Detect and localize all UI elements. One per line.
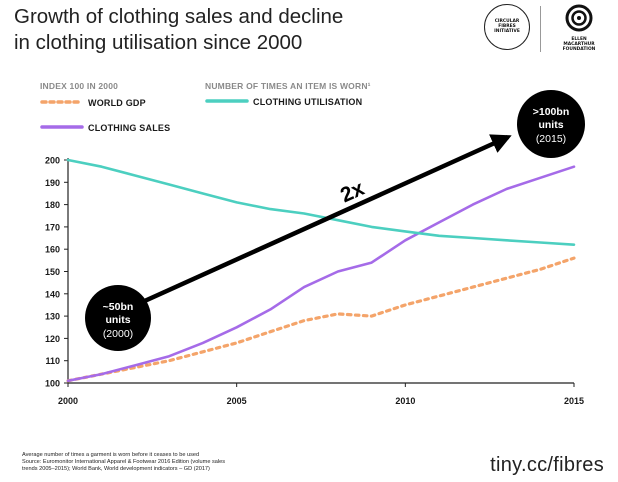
y-tick-label: 130 xyxy=(45,312,60,322)
chart-title-line-1: Growth of clothing sales and decline xyxy=(14,5,344,28)
chart-title-line-2: in clothing utilisation since 2000 xyxy=(14,31,303,54)
source-url[interactable]: tiny.cc/fibres xyxy=(490,454,604,476)
end-bubble-unit: units xyxy=(538,119,563,131)
x-tick-label: 2005 xyxy=(227,396,247,406)
chart-title: Growth of clothing sales and decline in … xyxy=(14,4,454,56)
start-bubble: ~50bn units (2000) xyxy=(85,285,151,351)
footnote: Average number of times a garment is wor… xyxy=(22,452,322,473)
y-tick-label: 190 xyxy=(45,178,60,188)
y-tick-label: 180 xyxy=(45,200,60,210)
y-tick-label: 200 xyxy=(45,156,60,166)
emf-logo-text-1: ELLEN xyxy=(571,37,587,42)
circular-fibres-initiative-logo: CIRCULAR FIBRES INITIATIVE xyxy=(484,4,530,50)
start-bubble-value: ~50bn xyxy=(103,301,134,313)
y-tick-label: 110 xyxy=(45,356,60,366)
logo-divider xyxy=(540,6,541,52)
start-bubble-year: (2000) xyxy=(103,328,133,340)
y-tick-label: 170 xyxy=(45,222,60,232)
series-line-world-gdp xyxy=(66,256,576,383)
x-tick-label: 2000 xyxy=(58,396,78,406)
series-line-clothing-sales xyxy=(66,165,576,383)
emf-logo-text-2: MACARTHUR xyxy=(563,42,595,47)
y-tick-label: 150 xyxy=(45,267,60,277)
x-tick-label: 2010 xyxy=(395,396,415,406)
emf-logo-text-3: FOUNDATION xyxy=(562,47,596,52)
start-bubble-unit: units xyxy=(105,314,130,326)
end-bubble-year: (2015) xyxy=(536,133,566,145)
cfi-logo-text-2: FIBRES xyxy=(498,24,516,29)
ellen-macarthur-foundation-logo: ELLEN MACARTHUR FOUNDATION xyxy=(554,4,604,54)
series-line-clothing-utilisation xyxy=(66,158,576,246)
footnote-line-2: Source: Euromonitor International Appare… xyxy=(22,459,226,465)
legend-heading-index: INDEX 100 IN 2000 xyxy=(40,81,119,91)
growth-arrow xyxy=(117,134,512,316)
y-tick-label: 120 xyxy=(45,334,60,344)
end-bubble: >100bn units (2015) xyxy=(517,90,585,158)
footnote-line-3: trends 2005–2015); World Bank, World dev… xyxy=(22,466,210,472)
y-tick-label: 140 xyxy=(45,289,60,299)
legend-label-utilisation: CLOTHING UTILISATION xyxy=(253,97,363,107)
logos: CIRCULAR FIBRES INITIATIVE ELLEN MACARTH… xyxy=(484,4,608,54)
legend-label-sales: CLOTHING SALES xyxy=(88,123,171,133)
emf-ring-icon xyxy=(565,4,593,32)
cfi-logo-text-1: CIRCULAR xyxy=(494,19,520,24)
y-tick-label: 160 xyxy=(45,245,60,255)
legend-heading-times-worn: NUMBER OF TIMES AN ITEM IS WORN¹ xyxy=(205,81,371,91)
footnote-line-1: Average number of times a garment is wor… xyxy=(22,452,200,458)
y-tick-label: 100 xyxy=(45,379,60,389)
legend-swatch-utilisation xyxy=(205,99,249,103)
legend-swatch-gdp xyxy=(40,100,84,104)
x-tick-label: 2015 xyxy=(564,396,584,406)
cfi-logo-text-3: INITIATIVE xyxy=(494,29,520,34)
legend-label-gdp: WORLD GDP xyxy=(88,98,146,108)
end-bubble-value: >100bn xyxy=(533,106,569,118)
legend-swatch-sales xyxy=(40,125,84,129)
